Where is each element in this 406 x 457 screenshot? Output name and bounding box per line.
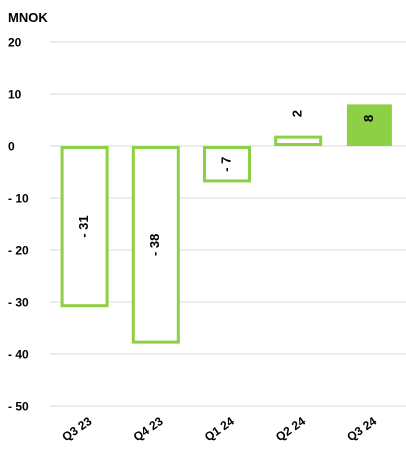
y-tick-label: - 20 (8, 244, 29, 258)
x-tick-label: Q3 24 (344, 414, 379, 444)
y-tick-label: - 30 (8, 296, 29, 310)
x-tick-label: Q1 24 (202, 414, 237, 444)
bar (346, 104, 392, 146)
bar (203, 146, 251, 183)
data-label: - 38 (147, 234, 162, 256)
y-tick-label: 10 (8, 88, 22, 102)
y-tick-label: - 10 (8, 192, 29, 206)
x-tick-label: Q3 23 (60, 414, 95, 444)
data-label: 2 (290, 110, 305, 117)
data-label: - 7 (218, 157, 233, 172)
y-tick-label: - 50 (8, 400, 29, 414)
y-axis-unit-label: MNOK (8, 10, 48, 25)
data-label: 8 (361, 115, 376, 122)
bar (131, 146, 180, 344)
y-tick-label: 0 (8, 140, 15, 154)
x-tick-label: Q2 24 (273, 414, 308, 444)
y-tick-label: 20 (8, 36, 22, 50)
bar (274, 135, 323, 147)
data-label: - 31 (76, 215, 91, 237)
bar (60, 146, 109, 308)
y-tick-label: - 40 (8, 348, 29, 362)
x-tick-label: Q4 23 (131, 414, 166, 444)
